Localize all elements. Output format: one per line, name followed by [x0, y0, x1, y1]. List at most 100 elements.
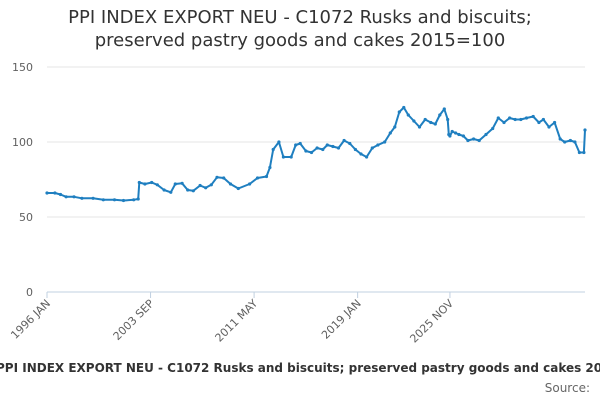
- data-point: [143, 182, 147, 186]
- legend-item[interactable]: PPI INDEX EXPORT NEU - C1072 Rusks and b…: [0, 361, 600, 375]
- data-point: [438, 113, 442, 117]
- data-point: [583, 128, 587, 132]
- x-tick-label: 2003 SEP: [111, 297, 157, 343]
- data-point: [513, 117, 517, 122]
- data-point: [309, 150, 314, 155]
- data-point: [531, 114, 535, 119]
- chart-title: PPI INDEX EXPORT NEU - C1072 Rusks and b…: [0, 6, 600, 52]
- data-point: [315, 146, 319, 150]
- data-point: [461, 134, 465, 138]
- data-point: [91, 196, 95, 200]
- data-point: [331, 144, 335, 149]
- data-point: [423, 117, 427, 122]
- data-point: [162, 188, 166, 192]
- data-point: [412, 119, 416, 123]
- data-point: [519, 117, 523, 122]
- data-point: [547, 125, 551, 129]
- data-point: [180, 181, 184, 185]
- data-point: [173, 182, 177, 186]
- data-point: [222, 176, 226, 180]
- data-point: [450, 129, 454, 134]
- data-point: [248, 182, 252, 186]
- data-point: [383, 140, 387, 144]
- data-point: [442, 107, 446, 111]
- data-point: [325, 143, 329, 147]
- data-point: [58, 192, 63, 197]
- data-point: [264, 174, 269, 179]
- data-point: [289, 155, 293, 159]
- data-point: [568, 138, 573, 143]
- y-tick-label: 50: [19, 211, 33, 224]
- y-tick-label: 150: [12, 61, 33, 74]
- data-point: [502, 120, 506, 125]
- data-point: [294, 143, 298, 147]
- data-point: [429, 120, 433, 125]
- data-point: [563, 140, 567, 144]
- data-point: [45, 191, 49, 195]
- data-point: [186, 188, 190, 192]
- data-point: [53, 191, 57, 195]
- x-tick-label: 2019 JAN: [319, 297, 364, 342]
- data-point: [198, 183, 202, 188]
- data-point: [155, 183, 159, 187]
- data-point: [209, 183, 213, 187]
- chart-title-line-2: preserved pastry goods and cakes 2015=10…: [94, 30, 506, 51]
- data-point: [491, 126, 495, 131]
- data-point: [236, 186, 240, 191]
- data-point: [268, 165, 272, 170]
- data-point: [448, 134, 452, 138]
- axes: 0 50 100 150 1996 JAN 2003 SEP 2011 MAY 2019 JA…: [8, 61, 585, 346]
- data-point: [573, 140, 577, 144]
- data-point: [255, 176, 260, 180]
- source-label: Source:: [544, 381, 590, 395]
- data-point: [281, 155, 285, 159]
- y-tick-label: 100: [12, 136, 33, 149]
- data-point: [136, 197, 140, 201]
- data-point: [365, 155, 369, 159]
- data-point: [169, 190, 173, 194]
- data-point: [342, 138, 346, 143]
- data-point: [348, 141, 352, 146]
- data-point: [304, 149, 308, 153]
- data-point: [204, 186, 208, 190]
- x-tick-label: 2011 MAY: [213, 297, 261, 345]
- data-point: [454, 131, 458, 135]
- data-point: [558, 137, 562, 141]
- data-point: [582, 150, 586, 155]
- data-point: [466, 138, 470, 143]
- data-point: [137, 180, 141, 185]
- data-point: [553, 120, 557, 125]
- gridlines: [47, 66, 585, 218]
- data-point: [524, 116, 529, 120]
- legend[interactable]: PPI INDEX EXPORT NEU - C1072 Rusks and b…: [0, 361, 600, 379]
- data-point: [388, 131, 392, 135]
- data-point: [277, 140, 281, 144]
- data-point: [446, 117, 450, 122]
- data-point: [484, 132, 488, 137]
- y-tick-label: 0: [26, 286, 33, 299]
- x-tick-label: 2025 NOV: [407, 297, 456, 346]
- data-point: [376, 143, 380, 147]
- data-point: [402, 105, 406, 110]
- data-point: [457, 132, 461, 137]
- data-point: [577, 150, 582, 155]
- data-point: [150, 180, 154, 185]
- data-point: [112, 198, 117, 202]
- data-point: [508, 116, 512, 120]
- data-point: [477, 138, 481, 143]
- data-point: [132, 198, 136, 202]
- data-point: [359, 152, 363, 156]
- data-point: [397, 110, 401, 114]
- data-point: [537, 120, 541, 125]
- data-point: [271, 147, 275, 152]
- data-point: [496, 116, 500, 120]
- data-point: [433, 122, 437, 126]
- data-point: [321, 147, 325, 152]
- data-point: [406, 113, 410, 117]
- data-point: [64, 195, 68, 199]
- data-point: [353, 147, 357, 152]
- data-point: [472, 137, 476, 141]
- data-point: [101, 198, 105, 202]
